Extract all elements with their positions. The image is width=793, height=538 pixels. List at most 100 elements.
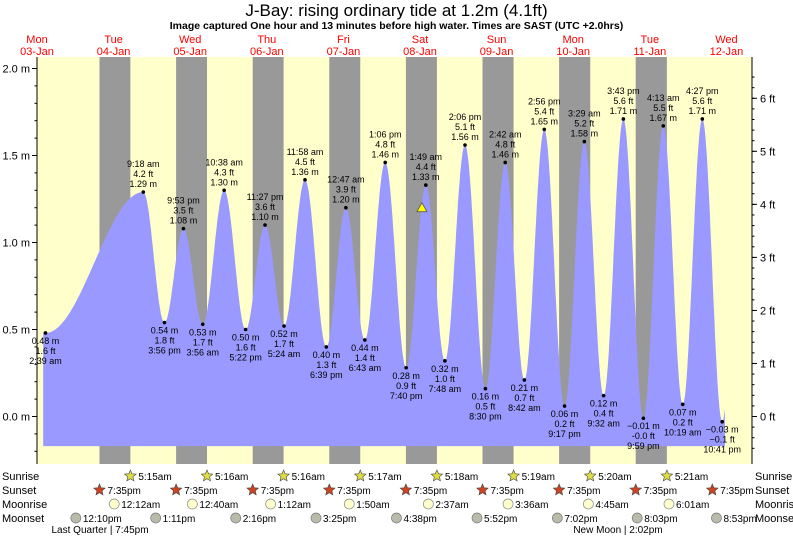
tide-m-label: 0.28 m — [392, 371, 420, 381]
sunrise-icon — [277, 469, 291, 482]
moon-phase-label: Last Quarter | 7:45pm — [51, 525, 148, 536]
sunrise-label: 5:21am — [675, 472, 708, 483]
tide-time-label: 4:13 am — [647, 93, 680, 103]
tide-point — [141, 190, 146, 194]
day-date-label: 11-Jan — [633, 46, 666, 58]
tide-ft-label: 4.4 ft — [416, 162, 437, 172]
tide-time-label: 2:06 pm — [449, 112, 482, 122]
day-name-label: Mon — [26, 34, 47, 46]
tide-m-label: 1.71 m — [689, 106, 717, 116]
tide-time-label: 7:48 am — [429, 384, 462, 394]
tide-m-label: 0.53 m — [189, 327, 217, 337]
tide-m-label: −0.03 m — [706, 425, 739, 435]
tide-time-label: 4:27 pm — [686, 86, 719, 96]
tide-time-label: 3:43 pm — [607, 86, 640, 96]
tide-m-label: 0.32 m — [431, 364, 459, 374]
tide-m-label: 1.29 m — [130, 179, 158, 189]
sunset-label: 7:35pm — [491, 486, 524, 497]
tide-ft-label: 0.9 ft — [396, 381, 417, 391]
row-label-sunrise-right: Sunrise — [755, 471, 792, 483]
tide-point — [621, 117, 626, 121]
tide-time-label: 2:42 am — [489, 129, 522, 139]
moonrise-icon — [423, 498, 434, 510]
tide-m-label: 0.12 m — [590, 399, 618, 409]
sunrise-icon — [583, 469, 597, 482]
sunset-icon — [705, 483, 719, 496]
tide-m-label: 0.16 m — [472, 392, 500, 402]
tide-ft-label: 3.6 ft — [255, 202, 276, 212]
day-name-label: Wed — [715, 34, 737, 46]
tide-point — [363, 338, 367, 342]
tide-ft-label: 5.5 ft — [653, 103, 674, 113]
sunrise-label: 5:18am — [445, 472, 478, 483]
tide-ft-label: 5.4 ft — [534, 106, 555, 116]
tide-time-label: 1:06 pm — [369, 129, 402, 139]
tide-ft-label: 0.4 ft — [594, 409, 615, 419]
tide-time-label: 2:56 pm — [528, 96, 561, 106]
chart-subtitle: Image captured One hour and 13 minutes b… — [169, 20, 624, 32]
day-date-label: 12-Jan — [710, 46, 744, 58]
moonrise-label: 4:45am — [595, 500, 628, 511]
moonrise-label: 6:01am — [676, 500, 709, 511]
tide-time-label: 11:58 am — [287, 147, 324, 157]
tide-point — [700, 117, 705, 121]
moonrise-icon — [343, 498, 355, 510]
tide-time-label: 2:39 am — [29, 356, 62, 366]
tide-time-label: 3:56 am — [186, 347, 219, 357]
tide-point — [43, 331, 48, 335]
tide-time-label: 12:47 am — [327, 175, 365, 185]
sunset-label: 7:35pm — [108, 486, 141, 497]
sunset-label: 7:35pm — [644, 486, 677, 497]
y-tick-label-ft: 4 ft — [760, 199, 775, 211]
tide-point — [263, 223, 267, 227]
day-name-label: Thu — [257, 34, 276, 46]
tide-point — [601, 393, 606, 398]
tide-ft-label: 0.2 ft — [555, 419, 576, 429]
tide-ft-label: −0.1 ft — [710, 435, 736, 445]
moonset-label: 8:53pm — [723, 514, 756, 525]
tide-m-label: 0.21 m — [511, 383, 539, 393]
sunset-label: 7:35pm — [184, 486, 217, 497]
tide-ft-label: 4.5 ft — [295, 157, 316, 167]
day-name-label: Tue — [104, 34, 123, 46]
y-tick-label-ft: 6 ft — [760, 93, 775, 105]
day-date-label: 08-Jan — [403, 46, 437, 58]
sunset-icon — [476, 483, 489, 496]
tide-time-label: 10:19 am — [664, 427, 702, 437]
y-tick-label-ft: 0 ft — [760, 412, 775, 424]
sunset-label: 7:35pm — [414, 486, 447, 497]
tide-m-label: 1.20 m — [332, 195, 360, 205]
moonset-icon — [391, 512, 402, 524]
tide-ft-label: 5.2 ft — [574, 119, 595, 129]
moon-phase-label: New Moon | 2:02pm — [573, 525, 662, 536]
sunrise-label: 5:17am — [368, 472, 401, 483]
sunset-label: 7:35pm — [720, 486, 753, 497]
moonset-label: 8:03pm — [644, 514, 677, 525]
moonset-label: 4:38pm — [403, 514, 436, 525]
tide-ft-label: 5.6 ft — [613, 96, 634, 106]
tide-m-label: 1.10 m — [251, 212, 279, 222]
tide-m-label: 1.58 m — [571, 129, 599, 139]
moonrise-icon — [265, 498, 276, 510]
tide-m-label: 1.56 m — [451, 132, 479, 142]
tide-time-label: 3:29 am — [568, 109, 601, 119]
moonset-icon — [230, 512, 242, 524]
moonrise-label: 12:12am — [121, 500, 160, 511]
row-label-moonrise-left: Moonrise — [2, 499, 47, 511]
sunset-icon — [169, 483, 183, 496]
tide-m-label: 0.07 m — [669, 407, 697, 417]
day-date-label: 04-Jan — [97, 46, 131, 58]
moonset-label: 5:52pm — [484, 514, 517, 525]
tide-point — [344, 205, 348, 210]
tide-point — [641, 416, 646, 421]
tide-ft-label: 4.3 ft — [214, 167, 235, 177]
moonset-label: 7:02pm — [564, 514, 597, 525]
moonrise-label: 12:40am — [199, 500, 238, 511]
sunset-label: 7:35pm — [567, 486, 600, 497]
tide-ft-label: 0.7 ft — [514, 393, 535, 403]
tide-m-label: −0.01 m — [627, 421, 660, 431]
tide-ft-label: 1.6 ft — [35, 346, 56, 356]
day-name-label: Mon — [562, 34, 583, 46]
tide-point — [162, 320, 167, 325]
y-tick-label-m: 0.5 m — [2, 325, 30, 337]
